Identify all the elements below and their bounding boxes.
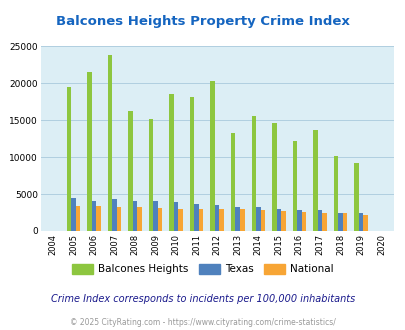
Text: Crime Index corresponds to incidents per 100,000 inhabitants: Crime Index corresponds to incidents per… (51, 294, 354, 304)
Bar (292, 141, 296, 231)
Bar (198, 209, 203, 231)
Bar (353, 163, 358, 231)
Bar (117, 207, 121, 231)
Bar (173, 202, 178, 231)
Bar (358, 213, 362, 231)
Bar (214, 205, 219, 231)
Bar (230, 133, 235, 231)
Bar (149, 119, 153, 231)
Bar (219, 209, 224, 231)
Text: © 2025 CityRating.com - https://www.cityrating.com/crime-statistics/: © 2025 CityRating.com - https://www.city… (70, 318, 335, 327)
Bar (235, 207, 239, 231)
Bar (321, 213, 326, 231)
Bar (296, 210, 301, 231)
Bar (276, 209, 280, 231)
Bar (337, 213, 342, 231)
Bar (271, 123, 276, 231)
Bar (190, 97, 194, 231)
Legend: Balcones Heights, Texas, National: Balcones Heights, Texas, National (72, 264, 333, 275)
Bar (71, 198, 75, 231)
Bar (158, 208, 162, 231)
Bar (66, 87, 71, 231)
Bar (169, 94, 173, 231)
Bar (132, 201, 137, 231)
Bar (312, 130, 317, 231)
Bar (362, 215, 367, 231)
Bar (194, 204, 198, 231)
Bar (107, 55, 112, 231)
Bar (333, 156, 337, 231)
Bar (260, 210, 264, 231)
Bar (96, 206, 100, 231)
Bar (280, 212, 285, 231)
Bar (92, 201, 96, 231)
Bar (239, 209, 244, 231)
Bar (178, 209, 183, 231)
Bar (75, 206, 80, 231)
Bar (210, 81, 214, 231)
Bar (153, 201, 158, 231)
Bar (137, 207, 141, 231)
Bar (87, 72, 92, 231)
Bar (301, 212, 305, 231)
Text: Balcones Heights Property Crime Index: Balcones Heights Property Crime Index (56, 15, 349, 28)
Bar (342, 213, 346, 231)
Bar (251, 116, 256, 231)
Bar (317, 210, 321, 231)
Bar (256, 207, 260, 231)
Bar (112, 199, 117, 231)
Bar (128, 111, 132, 231)
